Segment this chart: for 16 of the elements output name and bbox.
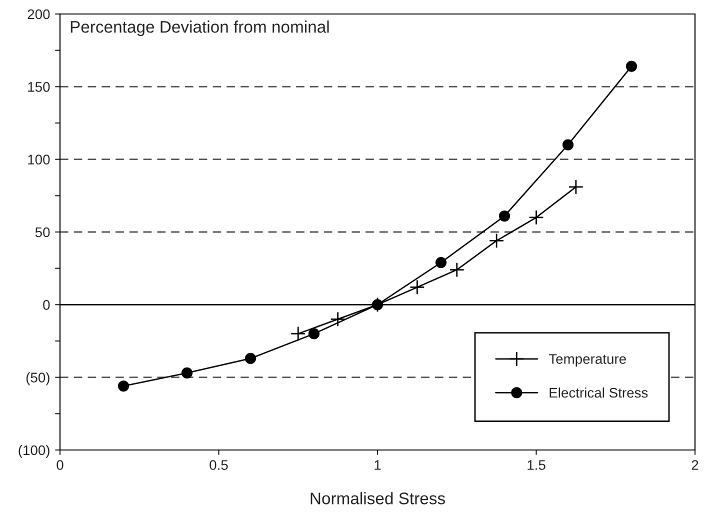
x-axis-title: Normalised Stress xyxy=(310,492,445,504)
y-tick-label: 150 xyxy=(28,82,50,92)
legend-label: Temperature xyxy=(548,354,626,367)
x-tick-label: 0 xyxy=(56,460,64,470)
legend-label: Electrical Stress xyxy=(550,387,648,398)
y-tick-label: 50 xyxy=(35,227,50,238)
y-tick-label: 0 xyxy=(43,300,50,310)
x-tick-label: 1 xyxy=(374,460,381,470)
y-tick-label: 200 xyxy=(28,9,50,20)
x-tick-label: 2 xyxy=(692,460,698,470)
x-tick-label: 1.5 xyxy=(528,460,546,470)
x-tick-label: 0.5 xyxy=(210,460,228,470)
chart-title: Percentage Deviation from nominal xyxy=(70,20,329,36)
y-tick-label: (100) xyxy=(18,444,50,458)
y-tick-label: 100 xyxy=(28,154,50,165)
y-tick-label: (50) xyxy=(26,372,50,386)
